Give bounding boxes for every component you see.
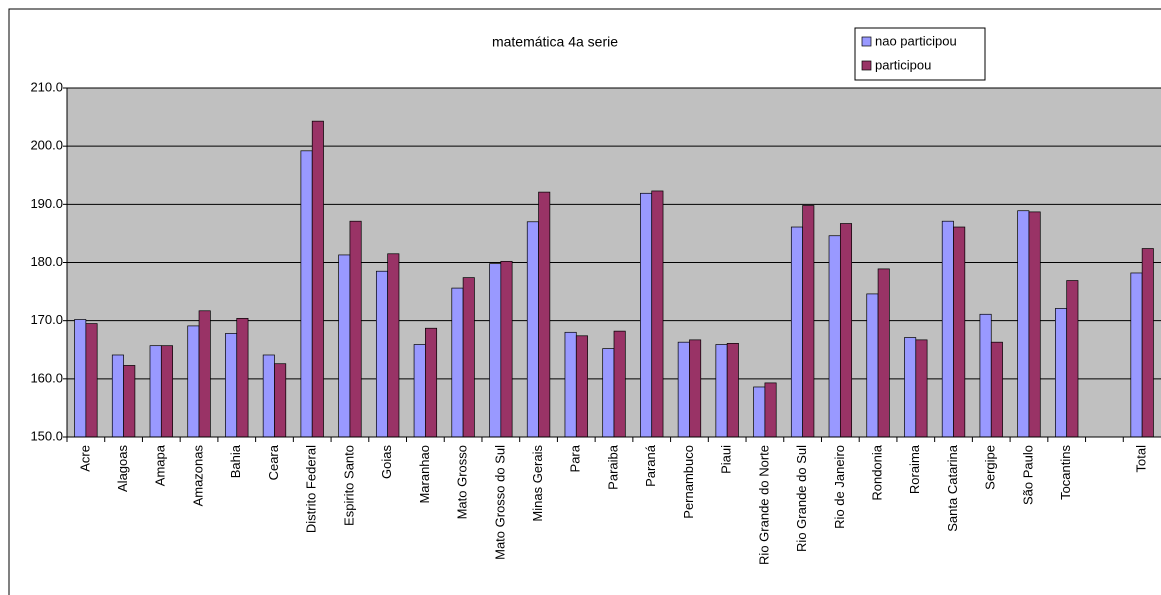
y-tick-label: 200.0 xyxy=(30,138,63,153)
bar xyxy=(1066,280,1079,438)
legend-box xyxy=(854,27,986,81)
x-tick-label: Piaui xyxy=(719,445,734,474)
x-tick-label: Rio de Janeiro xyxy=(832,445,847,529)
bar xyxy=(790,226,803,438)
legend-label: participou xyxy=(875,57,931,72)
bar xyxy=(538,191,551,438)
bar xyxy=(1017,210,1030,438)
bar xyxy=(274,363,287,438)
bar xyxy=(338,254,351,438)
bar xyxy=(85,323,98,438)
x-tick-label: Paraiba xyxy=(605,444,620,490)
bar xyxy=(160,345,173,438)
bar xyxy=(500,260,513,438)
bar xyxy=(462,277,475,438)
y-tick-label: 150.0 xyxy=(30,428,63,443)
legend-swatch xyxy=(861,60,872,71)
bar xyxy=(1055,308,1068,438)
bar xyxy=(802,205,815,438)
bar xyxy=(990,341,1003,438)
x-tick-label: Espirito Santo xyxy=(341,445,356,526)
bar xyxy=(451,287,464,438)
y-tick-label: 190.0 xyxy=(30,196,63,211)
bar xyxy=(877,268,890,438)
bar xyxy=(198,310,211,438)
bar xyxy=(602,348,615,438)
bar xyxy=(300,150,313,438)
bar xyxy=(262,354,275,438)
x-tick-label: Paraná xyxy=(643,444,658,487)
x-tick-label: Mato Grosso xyxy=(455,445,470,519)
bar xyxy=(236,317,249,438)
bar xyxy=(904,337,917,438)
x-tick-label: Total xyxy=(1134,445,1149,473)
x-tick-label: Bahia xyxy=(228,444,243,478)
x-tick-label: Roraima xyxy=(907,444,922,494)
bar xyxy=(1141,248,1154,438)
x-tick-label: Pernambuco xyxy=(681,445,696,519)
bar xyxy=(526,221,539,438)
bar xyxy=(764,382,777,438)
x-tick-label: Amapa xyxy=(153,444,168,486)
bar xyxy=(387,253,400,438)
bar xyxy=(225,333,238,438)
x-tick-label: Ceara xyxy=(266,444,281,480)
bar xyxy=(149,345,162,438)
bar xyxy=(489,263,502,438)
bar xyxy=(640,192,653,438)
bar xyxy=(677,341,690,438)
legend-swatch xyxy=(861,36,872,47)
bar xyxy=(866,293,879,438)
x-tick-label: Rio Grande do Sul xyxy=(794,445,809,552)
y-tick-label: 210.0 xyxy=(30,79,63,94)
y-tick-label: 170.0 xyxy=(30,312,63,327)
x-tick-label: Alagoas xyxy=(115,445,130,492)
x-tick-label: Para xyxy=(568,444,583,472)
x-tick-label: Rondonia xyxy=(870,444,885,500)
bar xyxy=(726,343,739,438)
bar xyxy=(564,331,577,438)
x-tick-label: Sergipe xyxy=(983,445,998,490)
y-tick-label: 180.0 xyxy=(30,254,63,269)
x-tick-label: Rio Grande do Norte xyxy=(756,445,771,565)
x-tick-label: Goias xyxy=(379,445,394,479)
x-tick-label: Amazonas xyxy=(190,445,205,507)
bar xyxy=(828,235,841,438)
bar xyxy=(979,313,992,438)
bar xyxy=(123,365,136,438)
bar xyxy=(651,190,664,438)
bar xyxy=(187,325,200,438)
x-tick-label: Distrito Federal xyxy=(304,445,319,533)
x-tick-label: Tocantins xyxy=(1058,445,1073,500)
chart-title: matemática 4a serie xyxy=(492,34,618,50)
bar xyxy=(413,344,426,438)
bar xyxy=(689,339,702,438)
bar xyxy=(753,386,766,438)
bar xyxy=(111,354,124,438)
y-tick-label: 160.0 xyxy=(30,370,63,385)
legend-label: nao participou xyxy=(875,33,957,48)
bar xyxy=(575,335,588,438)
x-tick-label: São Paulo xyxy=(1020,445,1035,505)
x-tick-label: Maranhao xyxy=(417,445,432,504)
bar xyxy=(311,120,324,438)
bar xyxy=(915,339,928,438)
x-tick-label: Acre xyxy=(77,445,92,472)
bar xyxy=(1130,272,1143,438)
bar xyxy=(74,319,87,438)
bar xyxy=(425,327,438,438)
x-tick-label: Minas Gerais xyxy=(530,445,545,522)
bar xyxy=(941,220,954,438)
bar xyxy=(839,223,853,438)
bar xyxy=(715,344,728,438)
bar xyxy=(953,226,966,438)
bar xyxy=(349,220,362,438)
x-tick-label: Santa Catarina xyxy=(945,444,960,531)
bar xyxy=(613,330,626,438)
bar xyxy=(1028,211,1041,438)
x-tick-label: Mato Grosso do Sul xyxy=(492,445,507,560)
bar xyxy=(375,270,389,438)
